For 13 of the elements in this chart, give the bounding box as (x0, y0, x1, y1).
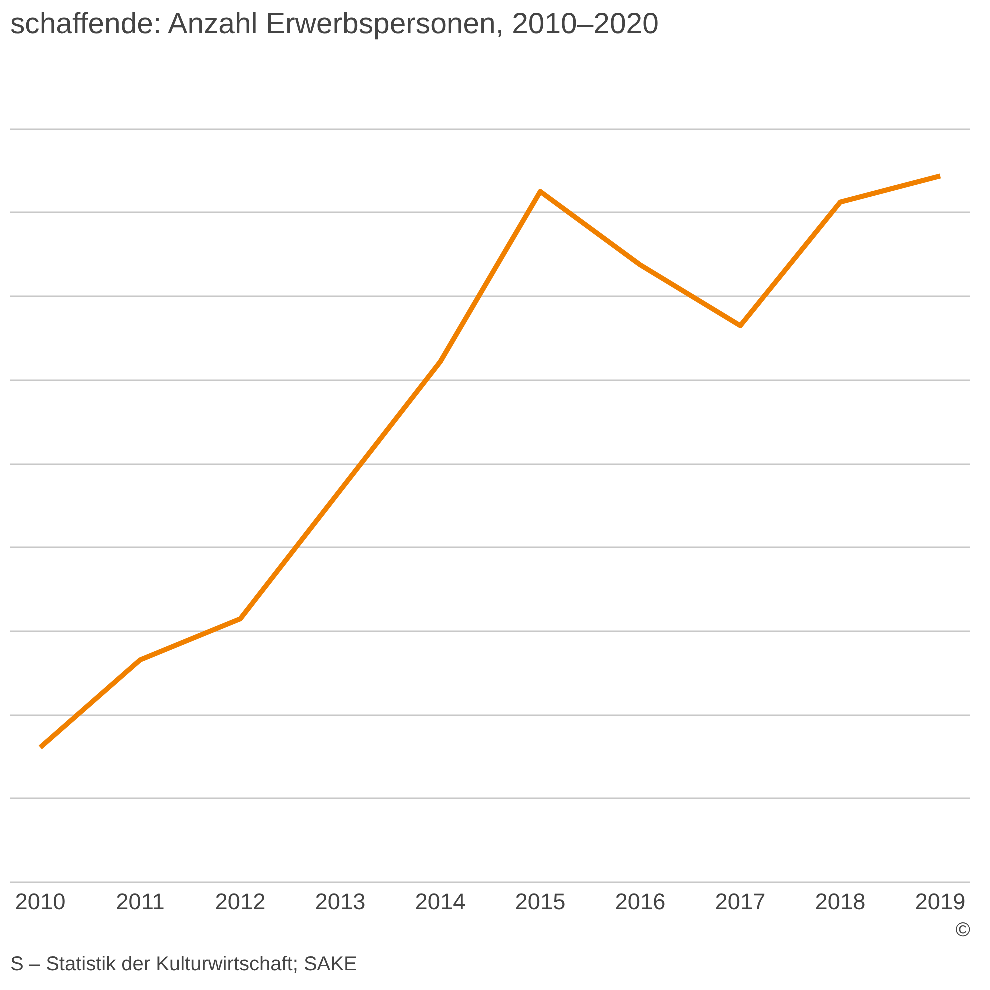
chart-title: schaffende: Anzahl Erwerbspersonen, 2010–2020 (10, 8, 659, 40)
text: © (956, 920, 971, 942)
text: S – Statistik der Kulturwirtschaft; SAKE (10, 954, 358, 976)
x-tick-label: 2016 (615, 888, 666, 914)
x-tick-label: 2010 (15, 888, 66, 914)
x-tick-label: 2014 (415, 888, 466, 914)
x-tick-label: 2018 (815, 888, 866, 914)
x-tick-label: 2013 (315, 888, 366, 914)
x-tick-label: 2019 (915, 888, 966, 914)
x-tick-label: 2017 (715, 888, 766, 914)
x-tick-label: 2011 (116, 888, 165, 914)
x-tick-label: 2012 (215, 888, 266, 914)
x-tick-label: 2015 (515, 888, 566, 914)
